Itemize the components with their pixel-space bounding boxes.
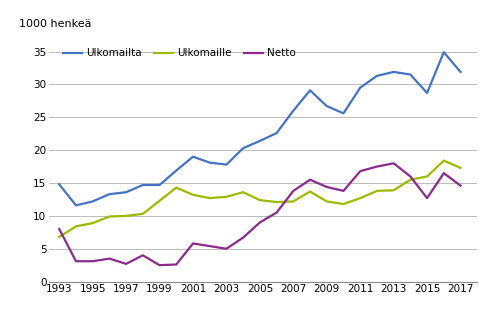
Netto [73,259,79,263]
Netto [190,242,196,245]
Netto [223,247,229,251]
Ulkomailta [73,204,79,207]
Netto [240,236,246,239]
Ulkomailta [173,169,179,172]
Ulkomaille [290,199,296,203]
Text: 1000 henkeä: 1000 henkeä [19,19,92,29]
Netto [106,257,112,260]
Ulkomaille [173,186,179,189]
Ulkomaille [441,159,447,163]
Ulkomailta [324,104,330,108]
Ulkomailta [441,50,447,54]
Ulkomailta [458,70,463,74]
Ulkomailta [207,161,213,164]
Ulkomailta [407,73,413,76]
Netto [374,165,380,169]
Ulkomailta [106,192,112,196]
Netto [407,174,413,178]
Netto [257,220,263,224]
Ulkomaille [374,189,380,193]
Line: Ulkomaille: Ulkomaille [59,161,461,237]
Ulkomailta [357,86,363,90]
Ulkomailta [340,111,346,115]
Ulkomailta [424,91,430,95]
Ulkomaille [240,190,246,194]
Legend: Ulkomailta, Ulkomaille, Netto: Ulkomailta, Ulkomaille, Netto [63,48,296,59]
Ulkomaille [307,190,313,194]
Ulkomailta [374,74,380,78]
Ulkomaille [56,235,62,239]
Ulkomailta [391,70,397,74]
Netto [324,185,330,189]
Netto [441,171,447,175]
Netto [424,196,430,200]
Netto [123,262,129,266]
Ulkomaille [90,221,95,225]
Ulkomaille [123,214,129,218]
Netto [274,211,279,214]
Netto [140,253,146,257]
Ulkomaille [257,198,263,202]
Ulkomailta [223,163,229,166]
Ulkomaille [424,174,430,178]
Ulkomailta [240,146,246,150]
Ulkomaille [140,212,146,216]
Ulkomaille [324,199,330,203]
Ulkomaille [106,215,112,219]
Ulkomailta [156,183,162,187]
Netto [173,263,179,267]
Ulkomaille [391,188,397,192]
Netto [340,189,346,193]
Ulkomaille [458,166,463,170]
Ulkomailta [290,109,296,113]
Netto [307,178,313,182]
Ulkomailta [190,155,196,159]
Ulkomaille [407,178,413,182]
Netto [207,244,213,248]
Line: Ulkomailta: Ulkomailta [59,52,461,205]
Ulkomailta [56,182,62,186]
Ulkomailta [307,88,313,92]
Ulkomaille [190,193,196,197]
Line: Netto: Netto [59,163,461,265]
Ulkomailta [123,190,129,194]
Ulkomaille [274,200,279,204]
Netto [458,184,463,188]
Ulkomailta [90,199,95,203]
Ulkomailta [274,131,279,135]
Netto [357,169,363,173]
Netto [391,161,397,165]
Ulkomaille [223,195,229,199]
Netto [156,263,162,267]
Ulkomaille [357,196,363,200]
Ulkomaille [73,224,79,228]
Ulkomaille [340,202,346,206]
Ulkomaille [207,196,213,200]
Netto [56,227,62,231]
Netto [290,189,296,193]
Ulkomaille [156,199,162,203]
Netto [90,259,95,263]
Ulkomailta [140,183,146,187]
Ulkomailta [257,139,263,143]
